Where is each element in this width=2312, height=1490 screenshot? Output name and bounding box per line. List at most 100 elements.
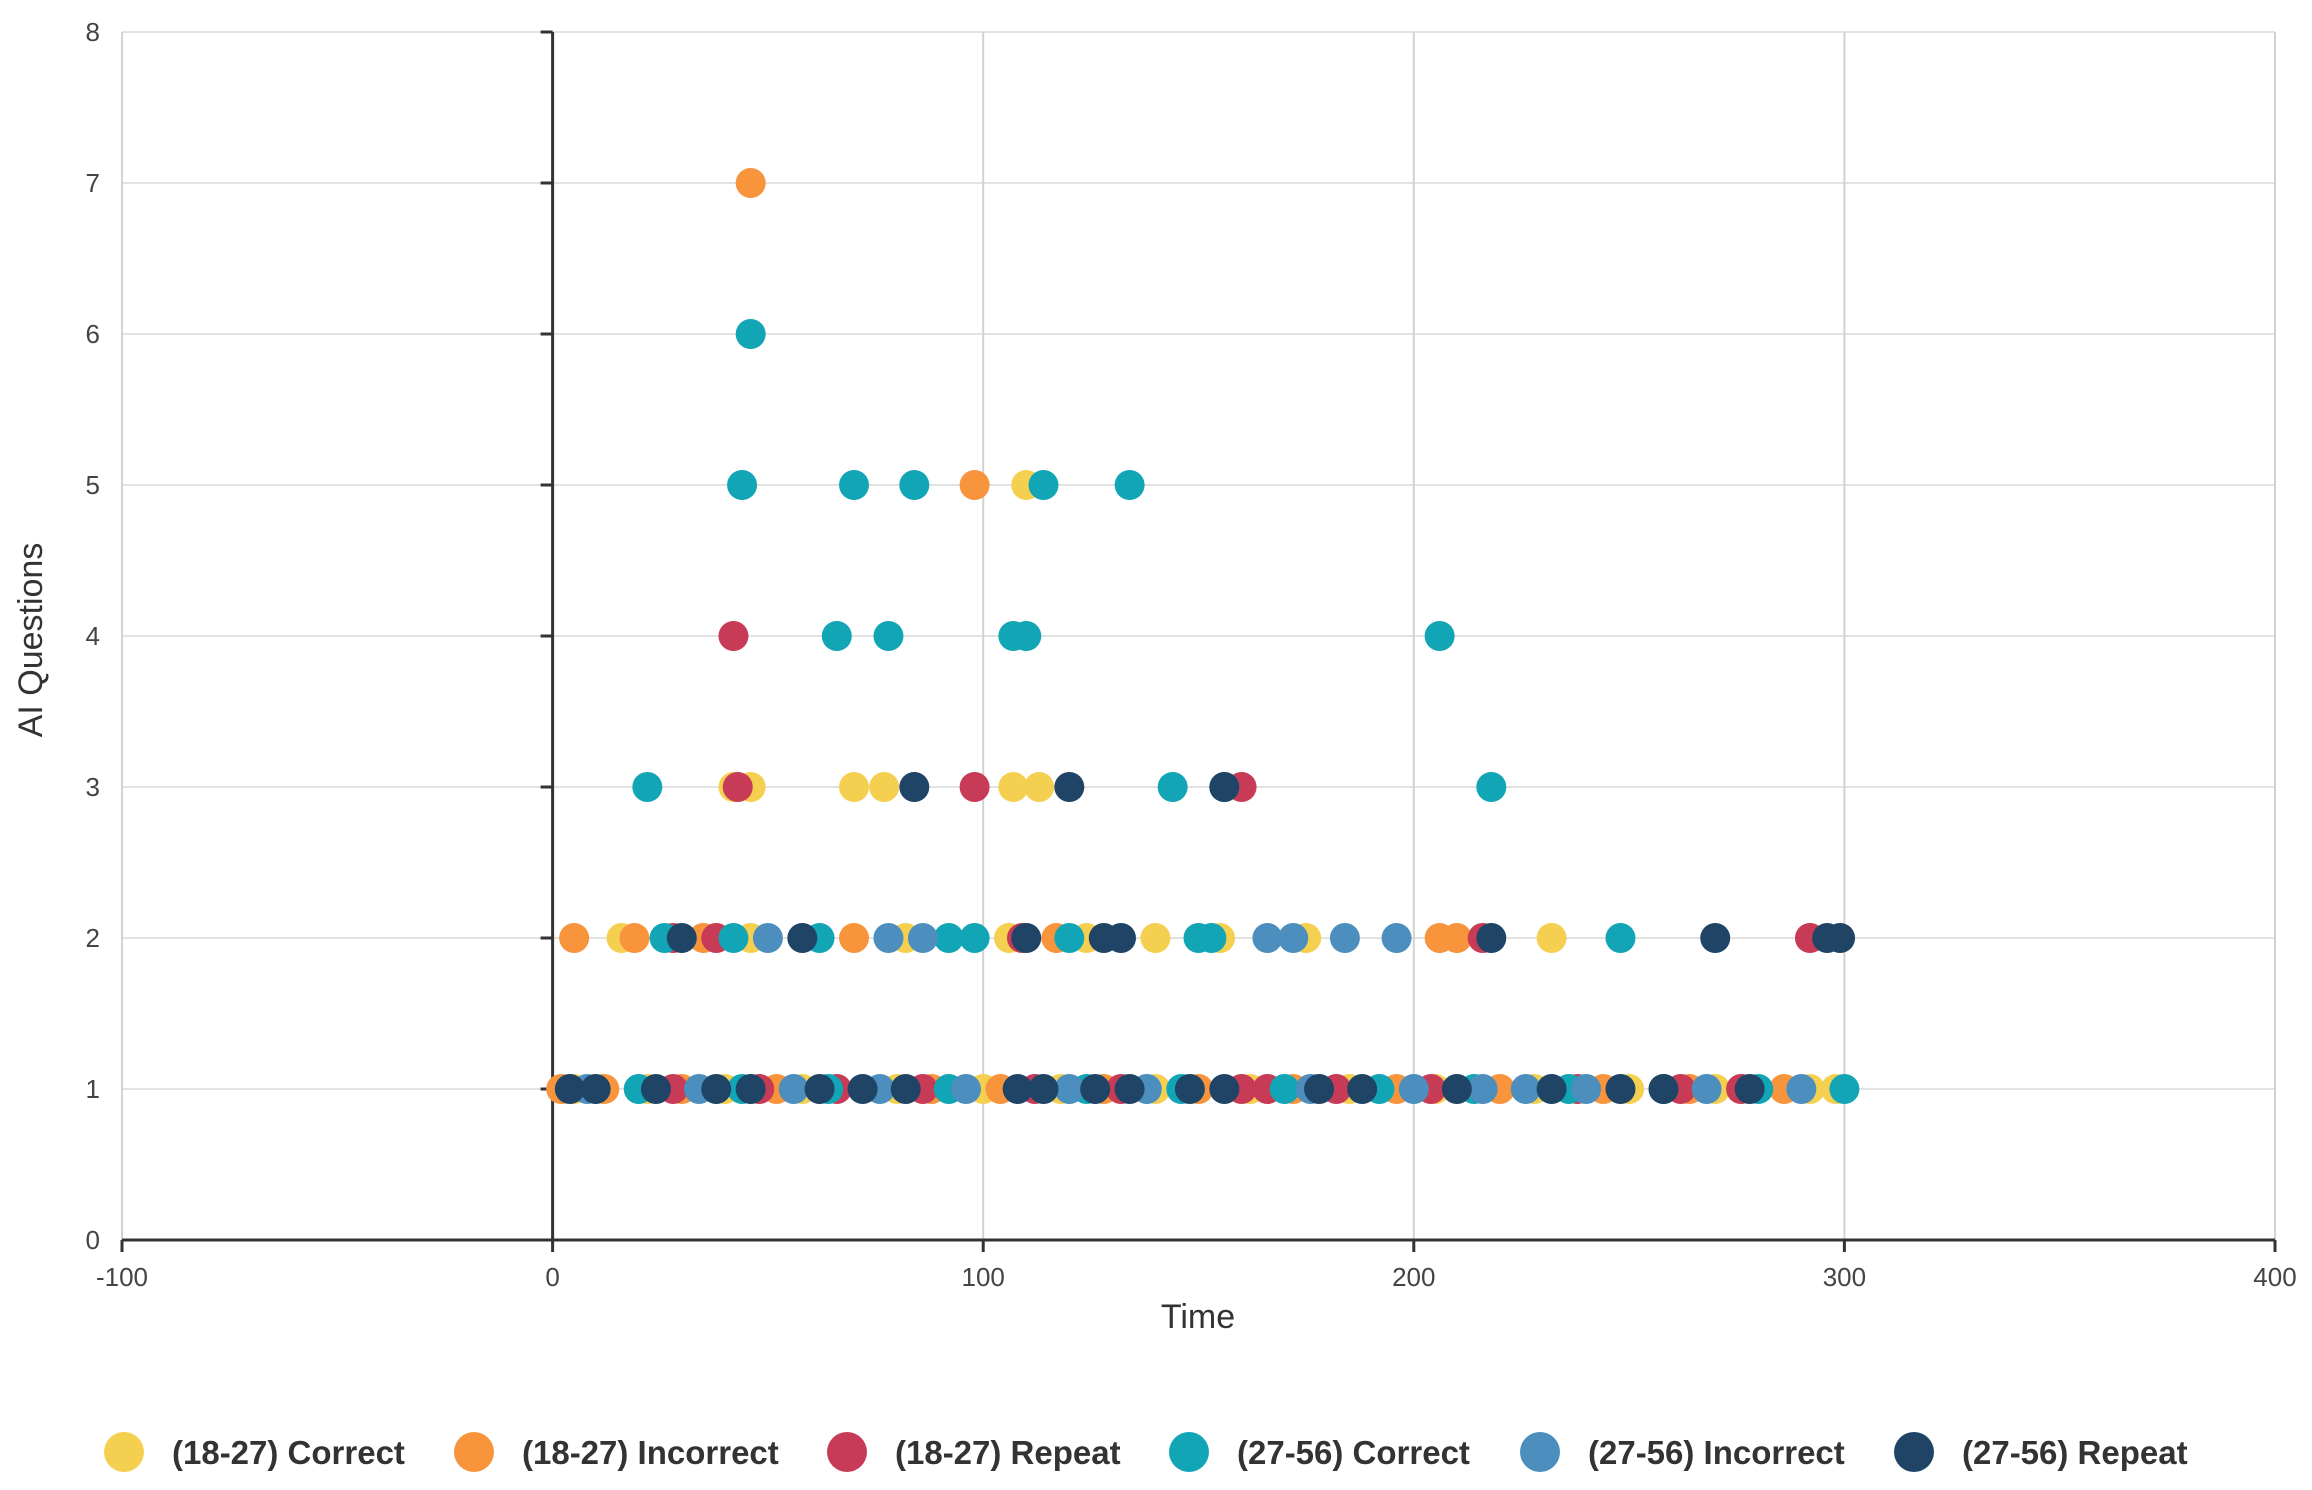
data-point-series-3: (27-56) Correct: (218, 3) <box>1476 772 1507 802</box>
data-point-series-4: (27-56) Incorrect: (184, 2) <box>1329 923 1360 953</box>
data-point-series-5: (27-56) Repeat: (218, 2) <box>1476 923 1507 953</box>
x-axis-title: Time <box>1161 1298 1235 1336</box>
data-point-series-2: (18-27) Repeat: (98, 3) <box>959 772 990 802</box>
data-point-series-5: (27-56) Repeat: (38, 1) <box>701 1074 732 1104</box>
legend: (18-27) Correct (18-27) Incorrect (18-27) … <box>104 1432 2188 1472</box>
y-tick-label: 2 <box>86 923 100 953</box>
data-point-series-3: (27-56) Correct: (22, 3) <box>632 772 663 802</box>
data-point-series-4: (27-56) Incorrect: (290, 1) <box>1786 1074 1817 1104</box>
legend-item[interactable]: (18-27) Repeat <box>827 1432 1121 1472</box>
data-point-series-4: (27-56) Incorrect: (216, 1) <box>1467 1074 1498 1104</box>
data-point-series-3: (27-56) Correct: (114, 5) <box>1028 470 1059 500</box>
data-point-series-1: (18-27) Incorrect: (5, 2) <box>559 923 590 953</box>
data-point-series-3: (27-56) Correct: (44, 5) <box>727 470 758 500</box>
y-tick-label: 3 <box>86 772 100 802</box>
data-points: (18-27) Correct: (5, 1)(18-27) Correct: … <box>546 168 1860 1104</box>
data-point-series-5: (27-56) Repeat: (156, 1) <box>1209 1074 1240 1104</box>
data-point-series-4: (27-56) Incorrect: (96, 1) <box>950 1074 981 1104</box>
legend-marker <box>1169 1432 1209 1472</box>
data-point-series-5: (27-56) Repeat: (232, 1) <box>1536 1074 1567 1104</box>
data-point-series-4: (27-56) Incorrect: (166, 2) <box>1252 923 1283 953</box>
data-point-series-3: (27-56) Correct: (120, 2) <box>1054 923 1085 953</box>
data-point-series-3: (27-56) Correct: (70, 5) <box>839 470 870 500</box>
data-point-series-0: (18-27) Correct: (232, 2) <box>1536 923 1567 953</box>
data-point-series-3: (27-56) Correct: (92, 2) <box>933 923 964 953</box>
data-point-series-3: (27-56) Correct: (248, 2) <box>1605 923 1636 953</box>
data-point-series-5: (27-56) Repeat: (4, 1) <box>554 1074 585 1104</box>
data-point-series-4: (27-56) Incorrect: (196, 2) <box>1381 923 1412 953</box>
axes <box>120 30 2277 1252</box>
data-point-series-5: (27-56) Repeat: (248, 1) <box>1605 1074 1636 1104</box>
data-point-series-3: (27-56) Correct: (170, 1) <box>1269 1074 1300 1104</box>
legend-label: (18-27) Correct <box>172 1434 405 1471</box>
legend-item[interactable]: (27-56) Incorrect <box>1520 1432 1845 1472</box>
data-point-series-0: (18-27) Correct: (113, 3) <box>1024 772 1055 802</box>
data-point-series-1: (18-27) Incorrect: (98, 5) <box>959 470 990 500</box>
y-tick-label: 8 <box>86 17 100 47</box>
data-point-series-5: (27-56) Repeat: (58, 2) <box>787 923 818 953</box>
data-point-series-5: (27-56) Repeat: (30, 2) <box>666 923 697 953</box>
data-point-series-1: (18-27) Incorrect: (70, 2) <box>839 923 870 953</box>
data-point-series-5: (27-56) Repeat: (82, 1) <box>890 1074 921 1104</box>
data-point-series-3: (27-56) Correct: (153, 2) <box>1196 923 1227 953</box>
legend-item[interactable]: (18-27) Incorrect <box>454 1432 779 1472</box>
data-point-series-5: (27-56) Repeat: (108, 1) <box>1002 1074 1033 1104</box>
data-point-series-5: (27-56) Repeat: (178, 1) <box>1304 1074 1335 1104</box>
data-point-series-5: (27-56) Repeat: (114, 1) <box>1028 1074 1059 1104</box>
data-point-series-5: (27-56) Repeat: (278, 1) <box>1734 1074 1765 1104</box>
data-point-series-4: (27-56) Incorrect: (120, 1) <box>1054 1074 1085 1104</box>
x-tick-label: 100 <box>962 1262 1005 1292</box>
data-point-series-5: (27-56) Repeat: (72, 1) <box>847 1074 878 1104</box>
data-point-series-3: (27-56) Correct: (42, 2) <box>718 923 749 953</box>
data-point-series-5: (27-56) Repeat: (299, 2) <box>1825 923 1856 953</box>
data-point-series-5: (27-56) Repeat: (270, 2) <box>1700 923 1731 953</box>
data-point-series-0: (18-27) Correct: (140, 2) <box>1140 923 1171 953</box>
data-point-series-5: (27-56) Repeat: (134, 1) <box>1114 1074 1145 1104</box>
data-point-series-1: (18-27) Incorrect: (19, 2) <box>619 923 650 953</box>
data-point-series-5: (27-56) Repeat: (156, 3) <box>1209 772 1240 802</box>
data-point-series-2: (18-27) Repeat: (42, 4) <box>718 621 749 651</box>
data-point-series-3: (27-56) Correct: (84, 5) <box>899 470 930 500</box>
legend-item[interactable]: (27-56) Correct <box>1169 1432 1470 1472</box>
data-point-series-3: (27-56) Correct: (134, 5) <box>1114 470 1145 500</box>
y-tick-label: 7 <box>86 168 100 198</box>
x-tick-label: -100 <box>96 1262 148 1292</box>
x-tick-label: 300 <box>1823 1262 1866 1292</box>
data-point-series-4: (27-56) Incorrect: (226, 1) <box>1510 1074 1541 1104</box>
legend-marker <box>1520 1432 1560 1472</box>
data-point-series-3: (27-56) Correct: (300, 1) <box>1829 1074 1860 1104</box>
y-axis-title: AI Questions <box>12 543 50 738</box>
data-point-series-3: (27-56) Correct: (144, 3) <box>1157 772 1188 802</box>
data-point-series-2: (18-27) Repeat: (43, 3) <box>722 772 753 802</box>
data-point-series-3: (27-56) Correct: (110, 4) <box>1011 621 1042 651</box>
data-point-series-4: (27-56) Incorrect: (172, 2) <box>1278 923 1309 953</box>
data-point-series-3: (27-56) Correct: (78, 4) <box>873 621 904 651</box>
data-point-series-5: (27-56) Repeat: (62, 1) <box>804 1074 835 1104</box>
data-point-series-4: (27-56) Incorrect: (200, 1) <box>1398 1074 1429 1104</box>
legend-marker <box>454 1432 494 1472</box>
data-point-series-5: (27-56) Repeat: (148, 1) <box>1174 1074 1205 1104</box>
data-point-series-0: (18-27) Correct: (107, 3) <box>998 772 1029 802</box>
data-point-series-5: (27-56) Repeat: (210, 1) <box>1441 1074 1472 1104</box>
data-point-series-1: (18-27) Incorrect: (46, 7) <box>735 168 766 198</box>
legend-item[interactable]: (18-27) Correct <box>104 1432 405 1472</box>
data-point-series-0: (18-27) Correct: (77, 3) <box>869 772 900 802</box>
data-point-series-4: (27-56) Incorrect: (78, 2) <box>873 923 904 953</box>
y-tick-label: 6 <box>86 319 100 349</box>
legend-item[interactable]: (27-56) Repeat <box>1894 1432 2188 1472</box>
y-tick-label: 0 <box>86 1225 100 1255</box>
data-point-series-5: (27-56) Repeat: (188, 1) <box>1347 1074 1378 1104</box>
data-point-series-5: (27-56) Repeat: (110, 2) <box>1011 923 1042 953</box>
y-tick-label: 1 <box>86 1074 100 1104</box>
x-tick-label: 0 <box>545 1262 559 1292</box>
data-point-series-5: (27-56) Repeat: (120, 3) <box>1054 772 1085 802</box>
data-point-series-5: (27-56) Repeat: (84, 3) <box>899 772 930 802</box>
legend-label: (27-56) Repeat <box>1962 1434 2188 1471</box>
x-tick-label: 200 <box>1392 1262 1435 1292</box>
data-point-series-4: (27-56) Incorrect: (56, 1) <box>778 1074 809 1104</box>
data-point-series-5: (27-56) Repeat: (258, 1) <box>1648 1074 1679 1104</box>
data-point-series-5: (27-56) Repeat: (126, 1) <box>1080 1074 1111 1104</box>
data-point-series-3: (27-56) Correct: (206, 4) <box>1424 621 1455 651</box>
y-tick-label: 5 <box>86 470 100 500</box>
